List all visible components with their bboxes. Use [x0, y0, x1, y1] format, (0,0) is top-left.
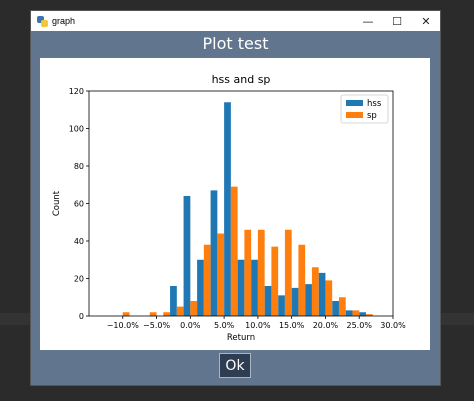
minimize-button[interactable]: —	[362, 14, 374, 28]
bar-sp	[122, 312, 130, 316]
close-button[interactable]: ✕	[421, 14, 431, 28]
bar-hss	[210, 190, 218, 316]
x-tick-label: 0.0%	[180, 321, 201, 330]
x-tick-label: 30.0%	[380, 321, 406, 330]
bar-sp	[176, 306, 184, 316]
x-tick-label: 25.0%	[347, 321, 373, 330]
legend-label-hss: hss	[367, 99, 382, 109]
bar-sp	[298, 244, 306, 316]
bar-sp	[230, 186, 238, 316]
bar-hss	[291, 287, 299, 316]
y-tick-label: 80	[74, 162, 84, 171]
ok-button[interactable]: Ok	[219, 353, 251, 378]
bar-hss	[332, 301, 339, 316]
bar-hss	[197, 259, 204, 316]
plot-canvas-frame: hss and sp −10.0% −5.0% 0.0% 5.0% 10.0% 15.0% 2…	[40, 58, 430, 350]
bar-sp	[149, 312, 157, 316]
bar-sp	[203, 244, 211, 316]
bar-sp	[163, 312, 171, 316]
bar-sp	[352, 310, 360, 316]
bar-sp	[190, 301, 198, 316]
bar-hss	[345, 310, 353, 316]
histogram-chart: hss and sp −10.0% −5.0% 0.0% 5.0% 10.0% 15.0% 2…	[52, 73, 406, 343]
bar-hss	[305, 284, 312, 316]
legend-swatch-sp	[346, 112, 363, 118]
bar-hss	[237, 259, 245, 316]
bar-sp	[284, 229, 292, 316]
window-title: graph	[52, 16, 76, 26]
bar-hss	[318, 272, 326, 316]
y-tick-label: 40	[74, 237, 84, 246]
x-tick-label: −5.0%	[143, 321, 170, 330]
bar-sp	[244, 229, 252, 316]
app-window: graph — ☐ ✕ Plot test hss and sp −10.0% −5…	[31, 11, 440, 385]
python-logo-icon	[37, 15, 48, 27]
bar-hss	[183, 196, 191, 316]
x-tick-label: −10.0%	[107, 321, 140, 330]
x-tick-label: 5.0%	[214, 321, 235, 330]
bar-sp	[217, 233, 225, 316]
bar-sp	[257, 229, 265, 316]
bar-hss	[251, 259, 258, 316]
y-tick-label: 120	[69, 87, 84, 96]
bar-hss	[170, 286, 177, 316]
bar-hss	[359, 312, 366, 316]
bar-hss	[278, 295, 285, 316]
bar-sp	[271, 246, 279, 316]
legend-swatch-hss	[346, 100, 363, 106]
chart-title: hss and sp	[212, 73, 271, 86]
bar-hss	[224, 102, 231, 316]
y-tick-label: 100	[69, 125, 84, 134]
y-tick-label: 20	[74, 275, 84, 284]
bar-sp	[338, 297, 346, 316]
bar-sp	[311, 267, 319, 316]
title-bar[interactable]: graph — ☐ ✕	[31, 11, 440, 31]
x-tick-label: 20.0%	[313, 321, 339, 330]
bar-sp	[325, 280, 333, 316]
bar-hss	[264, 286, 272, 316]
y-axis-label: Count	[52, 190, 62, 216]
x-tick-label: 10.0%	[245, 321, 271, 330]
maximize-button[interactable]: ☐	[392, 14, 402, 28]
page-heading: Plot test	[202, 34, 269, 53]
x-axis-label: Return	[227, 333, 255, 343]
y-tick-label: 60	[74, 200, 84, 209]
bar-sp	[365, 314, 373, 316]
x-tick-label: 15.0%	[279, 321, 305, 330]
legend-label-sp: sp	[367, 111, 377, 121]
y-tick-label: 0	[79, 312, 84, 321]
